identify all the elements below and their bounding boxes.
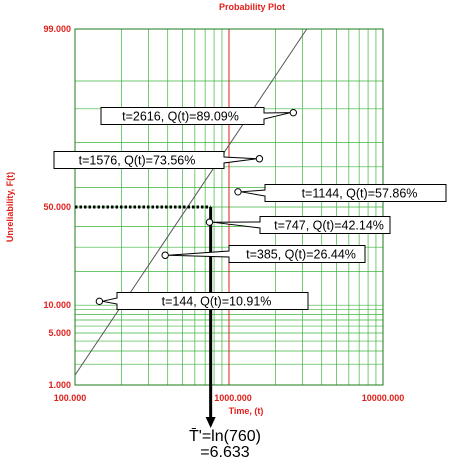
- callout-label: t=144, Q(t)=10.91%: [162, 295, 272, 309]
- fit-line: [74, 28, 308, 376]
- data-point-marker: [161, 251, 169, 259]
- chart-title: Probability Plot: [219, 2, 285, 12]
- x-axis-label: Time, (t): [229, 406, 264, 416]
- y-tick-label: 99.000: [43, 24, 71, 34]
- y-tick-label: 50.000: [43, 202, 71, 212]
- data-points: t=144, Q(t)=10.91% t=385, Q(t)=26.44% t=74…: [53, 107, 447, 310]
- x-tick-label: 1000.000: [214, 393, 252, 403]
- annotation-line2: =6.633: [200, 444, 249, 460]
- data-point-marker: [234, 188, 242, 196]
- tick-labels: 99.000 50.000 10.000 5.000 1.000 100.000 1000.…: [43, 24, 404, 403]
- x-tick-label: 100.000: [54, 393, 87, 403]
- callout-box: [212, 216, 391, 234]
- callout-box: [102, 292, 309, 310]
- y-tick-label: 5.000: [48, 328, 71, 338]
- x-tick-label: 10000.000: [362, 393, 405, 403]
- callout-label: t=385, Q(t)=26.44%: [246, 248, 356, 262]
- data-point-marker: [205, 218, 214, 226]
- median-annotation: T̄'=ln(760) =6.633: [189, 428, 261, 460]
- plot-grid: [74, 28, 384, 386]
- annotation-line1: T̄'=ln(760): [189, 428, 261, 445]
- callout-box: [240, 184, 447, 202]
- callout-label: t=1144, Q(t)=57.86%: [302, 187, 418, 201]
- data-point-marker: [289, 108, 298, 117]
- callout-box: [53, 151, 257, 169]
- callout-label: t=1576, Q(t)=73.56%: [79, 154, 196, 168]
- callout-box: [168, 245, 366, 263]
- y-tick-label: 1.000: [48, 380, 71, 390]
- regression-line: [74, 28, 308, 376]
- arrow-head: [205, 417, 216, 428]
- median-guides: [75, 205, 216, 428]
- data-point-marker: [255, 155, 264, 163]
- callout-label: t=2616, Q(t)=89.09%: [122, 110, 239, 124]
- y-axis-label: Unreliability, F(t): [5, 172, 15, 242]
- data-point-marker: [95, 297, 104, 306]
- y-tick-label: 10.000: [43, 300, 71, 310]
- callout-box: [100, 107, 291, 125]
- callout-label: t=747, Q(t)=42.14%: [274, 219, 384, 233]
